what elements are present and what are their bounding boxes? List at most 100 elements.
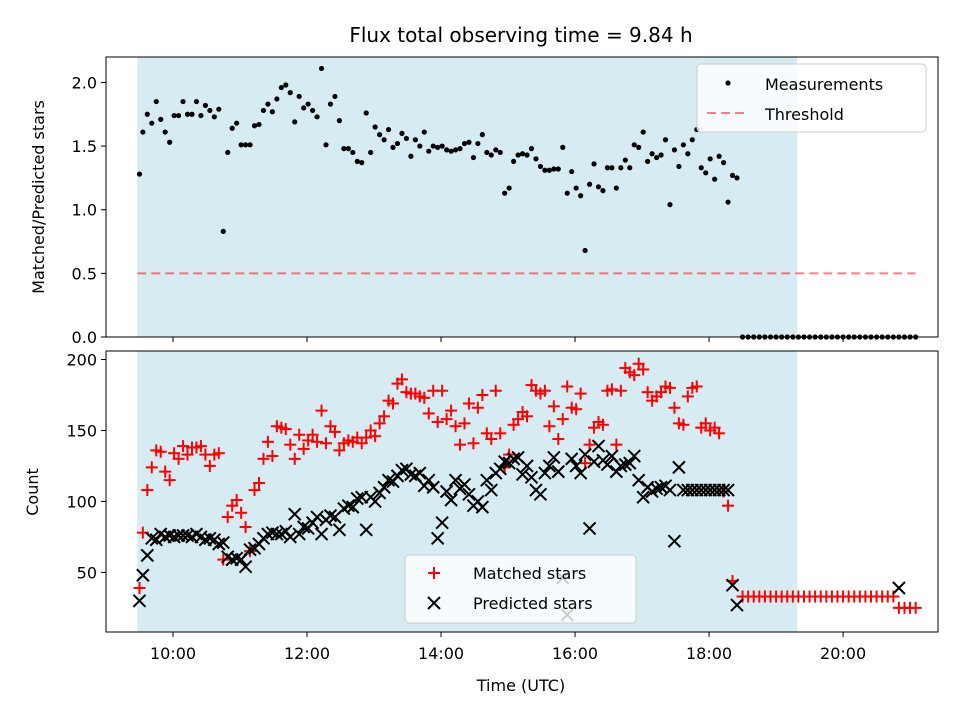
measurement-point [193,98,200,105]
matched-star-point [311,435,324,448]
measurement-point [301,105,307,111]
predicted-star-point [283,530,297,544]
measurement-point [417,143,423,149]
matched-star-point [512,413,525,426]
measurement-point [211,114,217,120]
measurement-point [377,132,383,138]
matched-star-point [320,437,333,450]
measurement-point [189,111,195,117]
predicted-star-point [564,452,579,466]
predicted-star-point [462,487,476,502]
legend-predicted-marker [427,596,441,610]
measurement-point [385,126,392,133]
matched-star-point [641,386,654,399]
predicted-star-point [457,477,472,492]
matched-star-point [422,407,435,420]
top-y-tick-label: 2.0 [72,73,97,92]
predicted-star-point [654,480,668,494]
legend-measurements-marker [725,80,731,86]
predicted-star-point [892,581,906,595]
measurement-point [242,142,249,148]
matched-star-point [485,432,498,445]
predicted-star-point [332,523,347,537]
measurement-point [734,175,740,181]
measurement-point [234,120,240,126]
measurement-point [506,185,512,191]
matched-star-point [163,474,176,487]
measurement-point [604,165,611,171]
matched-star-point [909,601,922,614]
predicted-star-point [497,454,512,469]
matched-star-point [395,373,408,386]
measurement-point [653,154,660,161]
top-x-ticks [172,337,844,342]
matched-star-point [579,457,592,470]
measurement-point [421,129,427,135]
measurement-point [528,146,535,152]
predicted-star-point [444,493,458,507]
legend-predicted-label: Predicted stars [473,594,593,613]
measurement-point [439,143,445,149]
matched-star-point [467,437,480,450]
legend-matched-marker [428,567,440,579]
matched-star-point [266,450,279,463]
bottom-legend: Matched stars Predicted stars [404,554,637,624]
matched-star-point [387,397,400,410]
predicted-star-point [314,527,329,541]
measurement-point [180,98,186,105]
predicted-star-point [203,531,217,546]
measurement-point [613,185,619,191]
bottom-x-tick-label: 18:00 [686,644,732,663]
x-axis-label: Time (UTC) [476,676,565,695]
matched-star-point [677,418,690,431]
matched-star-point [570,403,583,416]
predicted-star-point [435,516,449,530]
predicted-star-point [667,534,682,548]
measurement-point [560,144,566,150]
measurement-point [452,147,459,153]
measurement-point [618,165,624,171]
top-y-tick-label: 1.0 [72,201,97,220]
measurement-point [310,107,316,114]
matched-star-point [261,435,274,448]
measurement-point [698,165,704,171]
matched-star-point [221,511,234,524]
predicted-star-point [547,450,561,465]
measurement-point [667,202,673,208]
matched-star-point [177,440,190,453]
measurement-point [368,149,374,156]
predicted-star-point [413,466,427,480]
predicted-star-point [573,466,588,480]
legend-threshold-label: Threshold [764,105,844,124]
predicted-star-point [582,521,597,536]
measurement-point [269,109,275,115]
predicted-star-point [439,484,454,499]
predicted-star-point [663,483,677,497]
predicted-star-point [721,483,735,497]
measurement-point [198,112,204,119]
measurement-point [251,123,258,129]
measurement-point [569,168,575,175]
measurement-point [676,163,682,170]
measurement-point [314,114,320,120]
measurement-point [359,160,365,166]
bottom-legend-box [404,554,637,624]
measurement-point [649,151,655,157]
measurement-point [703,170,709,176]
predicted-star-point [243,542,257,557]
predicted-star-point [614,459,628,473]
measurement-point [725,199,731,205]
chart-title: Flux total observing time = 9.84 h [349,23,692,47]
measurement-point [323,142,329,148]
bottom-x-tick-label: 20:00 [820,644,866,663]
observing-window-band [137,57,798,337]
matched-star-point [212,447,225,460]
matched-star-point [252,476,265,489]
measurement-point [586,181,593,187]
measurement-point [488,152,494,158]
matched-star-point [440,413,453,426]
measurement-point [202,102,208,108]
predicted-star-point [672,460,686,475]
matched-star-point [141,484,154,497]
